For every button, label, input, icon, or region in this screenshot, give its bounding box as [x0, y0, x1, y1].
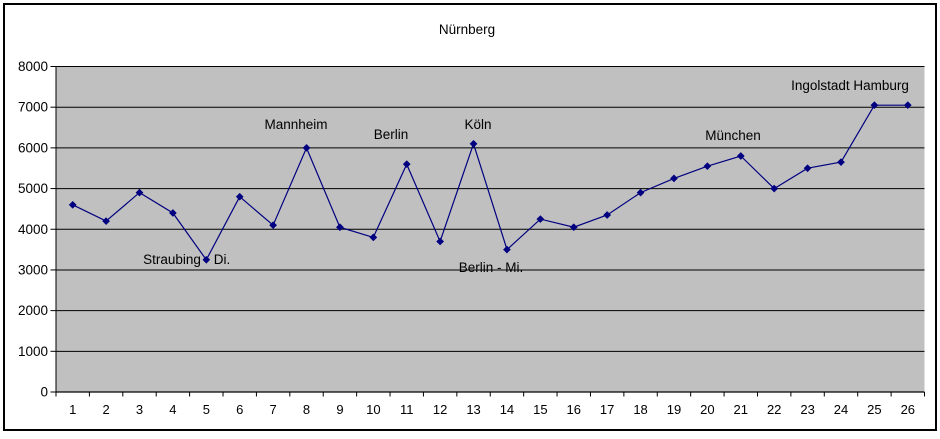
- data-point-marker: [168, 209, 177, 217]
- data-point-marker: [68, 200, 77, 209]
- x-tick-label: 15: [533, 402, 547, 417]
- series-line: [72, 104, 908, 261]
- x-tick-label: 1: [69, 402, 76, 417]
- x-tick-label: 6: [236, 402, 243, 417]
- data-label-annotation: Ingolstadt Hamburg: [791, 78, 909, 93]
- x-tick-label: 2: [102, 402, 109, 417]
- x-tick-label: 13: [466, 402, 480, 417]
- x-tick-label: 19: [667, 402, 681, 417]
- data-point-marker: [636, 188, 645, 197]
- data-point-marker: [502, 245, 511, 254]
- x-tick-label: 10: [366, 402, 380, 417]
- chart-border: [3, 3, 937, 431]
- data-point-marker: [402, 160, 411, 169]
- y-tick-label: 6000: [18, 140, 48, 155]
- x-tick-label: 8: [303, 402, 310, 417]
- y-tick-label: 8000: [18, 59, 48, 74]
- data-point-marker: [736, 152, 745, 160]
- y-tick-label: 7000: [18, 100, 48, 115]
- y-tick-label: 4000: [18, 222, 48, 237]
- data-label-annotation: Straubing: [143, 252, 201, 267]
- data-point-marker: [603, 211, 612, 219]
- data-label-annotation: München: [705, 128, 761, 143]
- x-tick-label: 16: [567, 402, 581, 417]
- y-tick-label: 2000: [18, 303, 48, 318]
- x-tick-label: 18: [633, 402, 647, 417]
- x-tick-label: 3: [136, 402, 143, 417]
- data-label-annotation: Berlin - Mi.: [459, 260, 524, 275]
- x-tick-label: 26: [901, 402, 915, 417]
- x-tick-label: 7: [270, 402, 277, 417]
- data-point-marker: [536, 215, 545, 224]
- data-point-marker: [870, 101, 879, 110]
- data-point-marker: [770, 184, 779, 193]
- data-point-marker: [369, 233, 378, 242]
- x-tick-label: 23: [800, 402, 814, 417]
- data-point-marker: [235, 192, 244, 201]
- data-point-marker: [903, 101, 912, 110]
- data-point-marker: [269, 221, 278, 230]
- data-point-marker: [302, 143, 311, 152]
- x-tick-label: 24: [834, 402, 848, 417]
- y-tick-label: 1000: [18, 344, 48, 359]
- data-point-marker: [837, 158, 845, 167]
- data-point-marker: [335, 223, 344, 232]
- data-label-annotation: Di.: [214, 252, 231, 267]
- y-tick-label: 0: [40, 385, 48, 400]
- data-point-marker: [670, 174, 678, 183]
- x-tick-label: 25: [867, 402, 881, 417]
- data-point-marker: [102, 217, 111, 226]
- data-point-marker: [703, 162, 712, 171]
- x-tick-label: 4: [169, 402, 176, 417]
- y-tick-label: 5000: [18, 181, 48, 196]
- x-tick-label: 11: [400, 402, 414, 417]
- data-point-marker: [803, 164, 812, 173]
- data-label-annotation: Köln: [464, 117, 491, 132]
- x-tick-label: 5: [203, 402, 210, 417]
- data-point-marker: [436, 237, 445, 246]
- x-tick-label: 20: [700, 402, 714, 417]
- chart-title: Nürnberg: [439, 22, 495, 37]
- x-tick-label: 22: [767, 402, 781, 417]
- data-point-marker: [569, 223, 578, 232]
- data-point-marker: [135, 188, 144, 197]
- x-tick-label: 14: [500, 402, 514, 417]
- data-label-annotation: Mannheim: [264, 117, 327, 132]
- data-label-annotation: Berlin: [374, 127, 409, 142]
- x-tick-label: 21: [734, 402, 748, 417]
- x-tick-label: 9: [336, 402, 343, 417]
- data-point-marker: [202, 255, 211, 264]
- data-point-marker: [469, 139, 478, 148]
- x-tick-label: 17: [600, 402, 614, 417]
- y-tick-label: 3000: [18, 262, 48, 277]
- x-tick-label: 12: [433, 402, 447, 417]
